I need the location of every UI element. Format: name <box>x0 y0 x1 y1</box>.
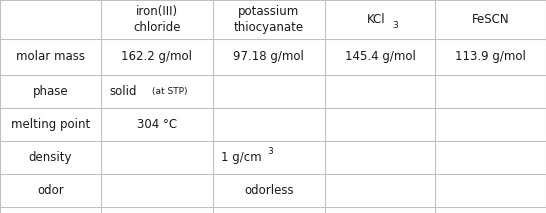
Text: 162.2 g/mol: 162.2 g/mol <box>121 50 193 63</box>
Text: potassium
thiocyanate: potassium thiocyanate <box>234 5 304 34</box>
Text: iron(III)
chloride: iron(III) chloride <box>133 5 181 34</box>
Text: odor: odor <box>37 184 64 197</box>
Text: density: density <box>29 151 72 164</box>
Text: KCl: KCl <box>366 13 385 26</box>
Text: FeSCN: FeSCN <box>472 13 509 26</box>
Text: 97.18 g/mol: 97.18 g/mol <box>234 50 304 63</box>
Text: odorless: odorless <box>244 184 294 197</box>
Text: (at STP): (at STP) <box>152 86 187 96</box>
Text: solid: solid <box>109 85 136 98</box>
Text: 304 °C: 304 °C <box>137 118 177 131</box>
Text: 1 g/cm: 1 g/cm <box>221 151 262 164</box>
Text: melting point: melting point <box>11 118 90 131</box>
Text: phase: phase <box>33 85 68 98</box>
Text: 3: 3 <box>393 21 399 30</box>
Text: molar mass: molar mass <box>16 50 85 63</box>
Text: 145.4 g/mol: 145.4 g/mol <box>345 50 416 63</box>
Text: 113.9 g/mol: 113.9 g/mol <box>455 50 526 63</box>
Text: 3: 3 <box>268 147 274 156</box>
